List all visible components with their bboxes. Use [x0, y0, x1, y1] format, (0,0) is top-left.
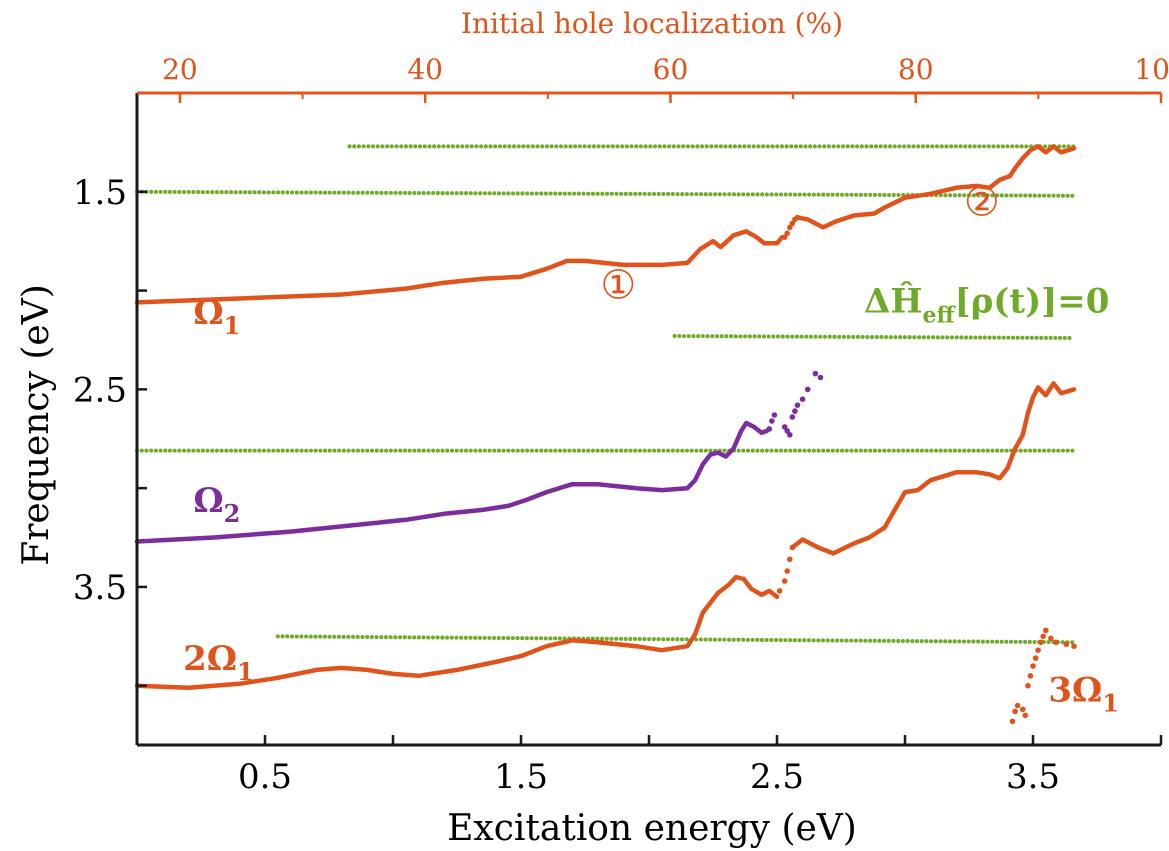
series-dot: [1071, 643, 1077, 649]
zero-label-symbol: ΔĤ: [864, 280, 923, 321]
omega2-subscript: 2: [224, 499, 241, 528]
zero-label-label: ΔĤeff[ρ(t)]=0: [864, 280, 1109, 328]
series-dot: [1027, 673, 1034, 679]
series-dot: [1030, 663, 1036, 669]
two-omega1-subscript: 1: [237, 657, 254, 686]
omega1-label: Ω1: [193, 293, 240, 340]
series-dot: [1032, 655, 1039, 661]
series-dot: [787, 224, 793, 231]
top-tick-label: 40: [407, 53, 443, 86]
top-axis-label: Initial hole localization (%): [461, 7, 843, 40]
zero-line-3: [672, 334, 1076, 340]
series-dot: [1063, 641, 1070, 647]
top-tick-label: 80: [898, 53, 934, 86]
series-dot: [781, 578, 788, 584]
series-dots-7: [776, 544, 796, 594]
series-dot: [794, 402, 801, 409]
marker2: ②: [964, 180, 1000, 226]
three-omega1-subscript: 1: [1102, 689, 1119, 718]
series-dot: [1035, 647, 1041, 653]
series-dots-5: [766, 370, 824, 438]
series-line-1: [134, 229, 785, 305]
series-dot: [784, 568, 790, 574]
y-tick-label: 3.5: [73, 568, 127, 608]
series-dot: [1037, 639, 1044, 646]
series-dot: [817, 374, 824, 381]
series-dot: [1040, 633, 1046, 640]
x-tick-label: 0.5: [238, 757, 292, 797]
series-dot: [787, 432, 793, 438]
x-tick-label: 2.5: [750, 757, 804, 797]
zero-label-tail: [ρ(t)]=0: [955, 281, 1110, 321]
x-tick-label: 3.5: [1006, 757, 1060, 797]
top-tick-label: 60: [653, 53, 689, 86]
three-omega1-label: 3Ω1: [1048, 671, 1119, 718]
data-series: [134, 144, 1077, 725]
omega2-label: Ω2: [193, 481, 240, 528]
y-axis-label: Frequency (eV): [16, 284, 57, 566]
series-dot: [789, 414, 796, 420]
top-tick-label: 20: [162, 53, 198, 86]
series-dot: [1012, 708, 1018, 715]
omega2-symbol: Ω: [193, 481, 223, 521]
series-line-6: [134, 574, 780, 690]
two-omega1-symbol: 2Ω: [183, 639, 237, 679]
series-dot: [792, 408, 798, 414]
series-line-3: [795, 144, 1077, 230]
axes: 0.5 1.5 2.5 3.5 1.5 2.5 3.5 20 40 60 80 100: [73, 53, 1169, 797]
series-dot: [1014, 702, 1021, 709]
series-dot: [1053, 639, 1059, 646]
top-tick-label: 100: [1134, 53, 1169, 86]
omega1-symbol: Ω: [193, 293, 223, 333]
series-dot: [1020, 706, 1026, 713]
series-dot: [784, 230, 790, 237]
series-dot: [766, 426, 773, 432]
omega1-subscript: 1: [224, 311, 241, 340]
series-dot: [1025, 682, 1031, 689]
marker1: ①: [600, 263, 636, 309]
series-dot: [1009, 718, 1016, 725]
series-line-8: [790, 381, 1077, 556]
series-dot: [1022, 712, 1029, 719]
series-dot: [781, 424, 788, 430]
series-dot: [776, 588, 783, 594]
series-dots-9: [1009, 627, 1077, 725]
series-dot: [769, 418, 775, 424]
y-tick-label: 1.5: [73, 173, 127, 213]
series-dot: [789, 220, 796, 227]
zero-line-5: [275, 634, 1076, 645]
three-omega1-symbol: 3Ω: [1048, 671, 1102, 711]
series-dot: [804, 386, 811, 393]
y-tick-label: 2.5: [73, 370, 127, 410]
series-dot: [787, 556, 793, 563]
series-dot: [1043, 627, 1049, 634]
series-dot: [799, 396, 806, 403]
zero-lines: [135, 144, 1076, 645]
two-omega1-label: 2Ω1: [183, 639, 254, 686]
series-dot: [771, 412, 778, 418]
x-axis-label: Excitation energy (eV): [447, 808, 857, 849]
series-dot: [1048, 635, 1054, 642]
zero-label-subscript: eff: [923, 302, 957, 328]
x-tick-label: 1.5: [494, 757, 548, 797]
series-line-4: [134, 420, 770, 544]
series-dot: [812, 370, 819, 377]
